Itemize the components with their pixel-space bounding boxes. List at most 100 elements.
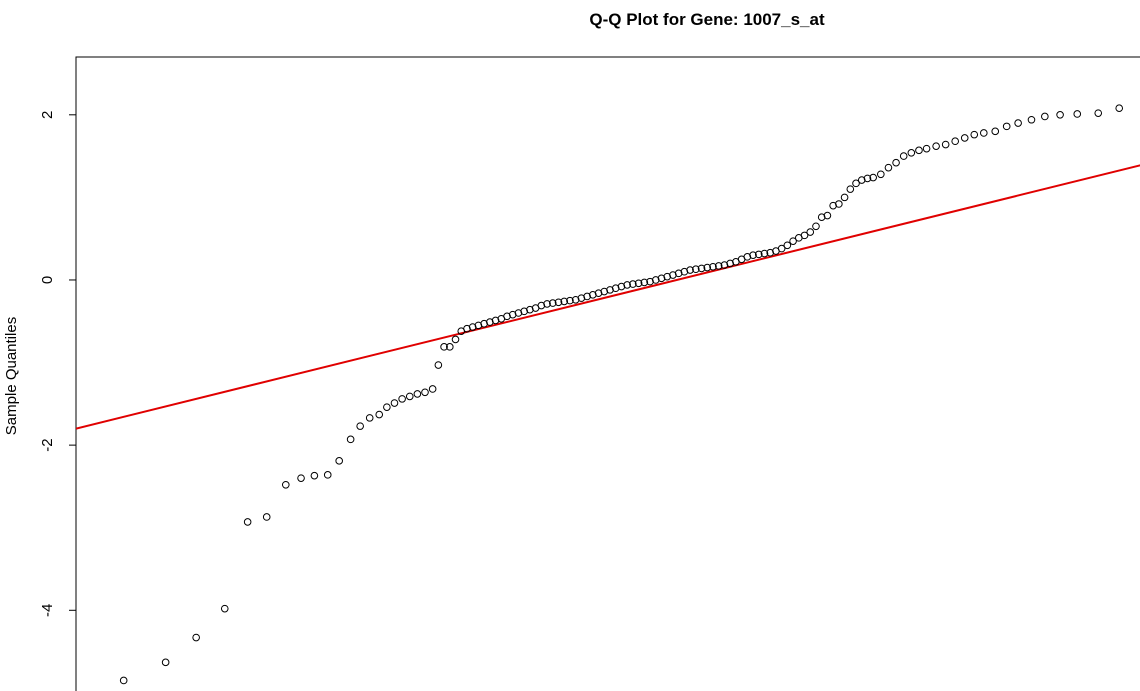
data-point: [907, 148, 916, 157]
data-point: [869, 173, 877, 182]
data-point: [857, 176, 866, 184]
data-point: [1094, 109, 1103, 117]
data-point: [640, 278, 649, 287]
data-point: [840, 193, 849, 202]
data-point: [674, 269, 683, 278]
data-point: [697, 264, 706, 273]
data-point: [960, 134, 969, 142]
data-point: [119, 676, 128, 685]
data-point: [589, 291, 597, 299]
data-point: [629, 280, 637, 288]
data-point: [800, 231, 809, 240]
data-point: [991, 127, 1000, 136]
y-axis-label: Sample Quantiles: [3, 317, 20, 435]
data-point: [634, 279, 643, 288]
data-point: [1041, 112, 1049, 121]
data-point: [566, 296, 574, 305]
data-point: [611, 284, 620, 293]
data-point: [1027, 115, 1036, 124]
data-point: [375, 410, 384, 419]
data-point: [543, 300, 551, 308]
y-axis: -4 -2 0 2: [39, 111, 77, 617]
data-point: [491, 316, 500, 325]
y-tick-label: 2: [39, 111, 56, 119]
data-point: [486, 318, 494, 326]
data-point: [446, 343, 454, 351]
data-point: [508, 310, 517, 319]
data-point: [405, 392, 414, 401]
data-point: [980, 129, 988, 137]
data-point: [663, 272, 672, 281]
data-point: [863, 174, 872, 183]
data-point: [743, 253, 752, 261]
y-tick-label: -4: [39, 604, 56, 617]
data-point: [440, 343, 448, 351]
data-point: [692, 265, 700, 274]
data-point: [577, 294, 586, 302]
data-point: [766, 248, 775, 257]
data-point: [600, 287, 609, 296]
data-point: [617, 282, 626, 291]
data-point: [1002, 122, 1011, 131]
data-point: [606, 286, 614, 294]
data-point: [310, 471, 319, 480]
data-point: [669, 271, 677, 279]
data-point: [434, 361, 443, 369]
data-point: [571, 295, 580, 304]
data-point: [161, 658, 170, 667]
data-point: [646, 277, 654, 286]
data-point: [356, 422, 364, 430]
data-point: [220, 604, 229, 613]
data-point: [686, 266, 694, 274]
data-point: [297, 474, 305, 482]
data-point: [932, 142, 940, 150]
data-point: [480, 319, 488, 328]
data-point: [554, 298, 563, 307]
chart-title: Q-Q Plot for Gene: 1007_s_at: [589, 10, 825, 29]
data-point: [899, 152, 908, 160]
data-point: [812, 222, 820, 231]
data-point: [806, 228, 815, 236]
data-point: [503, 312, 511, 321]
data-point: [594, 289, 603, 297]
data-point: [1115, 104, 1124, 112]
data-point: [951, 137, 959, 146]
data-point: [709, 262, 717, 271]
data-point: [760, 249, 769, 258]
data-point: [428, 385, 437, 393]
data-point: [560, 297, 569, 306]
data-point: [243, 518, 252, 526]
data-point: [1073, 110, 1082, 118]
data-point: [1014, 119, 1022, 127]
data-point: [703, 263, 712, 272]
y-tick-label: -2: [39, 438, 56, 451]
data-point: [657, 274, 666, 283]
data-point: [823, 211, 832, 220]
data-point: [749, 251, 757, 259]
data-point: [346, 435, 355, 444]
plot-area: [76, 104, 1140, 685]
data-point: [651, 276, 660, 284]
data-point: [1056, 111, 1064, 119]
data-point: [548, 299, 557, 307]
data-point: [970, 130, 979, 139]
data-point: [877, 170, 885, 179]
data-point: [583, 292, 591, 301]
data-point: [835, 200, 843, 208]
data-point: [421, 388, 429, 397]
data-point: [463, 324, 471, 333]
data-point: [537, 301, 546, 310]
data-point: [398, 395, 406, 403]
data-point: [852, 179, 860, 188]
data-point: [817, 213, 826, 222]
data-point: [262, 513, 271, 521]
data-point: [714, 262, 723, 270]
data-point: [789, 237, 797, 245]
data-point: [915, 146, 923, 155]
data-point: [413, 390, 422, 398]
data-point: [474, 321, 483, 330]
data-point: [192, 633, 200, 642]
reference-line: [76, 164, 1140, 430]
data-point: [720, 261, 729, 269]
